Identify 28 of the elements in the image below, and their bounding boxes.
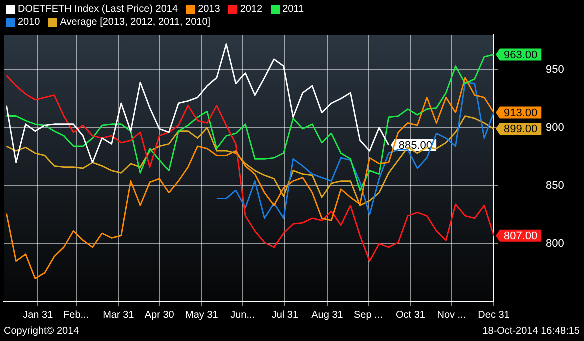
x-tick-label: Apr 30 — [144, 310, 175, 321]
legend-label: Average [2013, 2012, 2011, 2010] — [60, 17, 211, 28]
x-tick-label: Jan 31 — [23, 310, 54, 321]
text: Copyright© 2014 — [4, 326, 80, 337]
x-tick-label: Dec 31 — [478, 310, 510, 321]
x-tick-label: Feb... — [64, 310, 90, 321]
x-tick-label: Mar 31 — [103, 310, 135, 321]
legend-label: DOETFETH Index (Last Price) 2014 — [18, 4, 178, 15]
data-label: 807.00 — [504, 230, 538, 242]
data-label: 913.00 — [504, 107, 538, 120]
legend-label: 2013 — [198, 4, 220, 15]
x-tick-label: Nov ... — [437, 310, 466, 321]
legend-label: 2011 — [282, 4, 304, 15]
y-tick-label: 950 — [546, 64, 564, 76]
legend-label: 2012 — [240, 4, 263, 15]
x-tick-label: Aug 31 — [312, 310, 344, 321]
data-label: 963.00 — [504, 49, 538, 62]
y-tick-label: 800 — [546, 238, 564, 250]
x-tick-label: Jul 31 — [272, 310, 299, 321]
x-tick-label: May 31 — [186, 310, 219, 321]
x-tick-label: Oct 31 — [396, 310, 426, 321]
y-tick-label: 900 — [546, 122, 564, 134]
legend-label: 2010 — [18, 17, 40, 28]
data-label: 899.00 — [504, 124, 538, 136]
y-tick-label: 850 — [546, 180, 564, 192]
x-tick-label: Jun... — [230, 310, 256, 321]
text: 18-Oct-2014 16:48:15 — [482, 326, 580, 337]
x-tick-label: Sep ... — [354, 310, 383, 321]
